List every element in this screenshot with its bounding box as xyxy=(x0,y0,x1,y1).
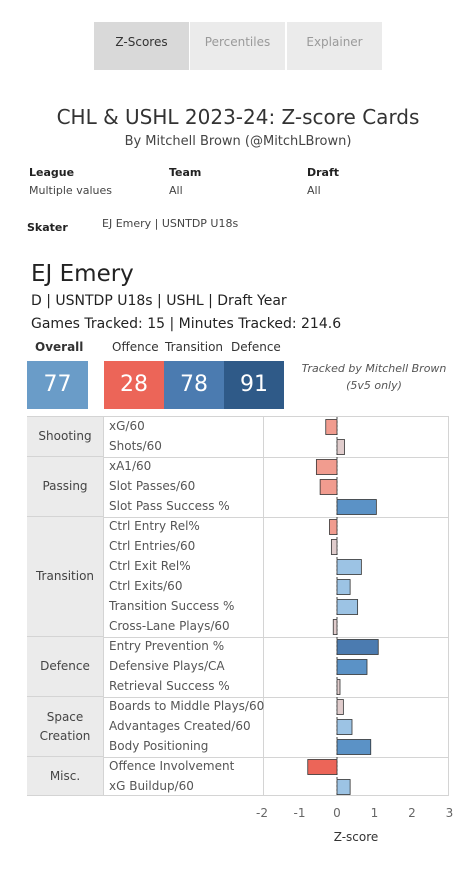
x-tick-label: -1 xyxy=(294,806,306,820)
metric-label: xG Buildup/60 xyxy=(109,779,194,793)
offence-score: 28 xyxy=(104,361,164,409)
bar xyxy=(315,459,338,475)
skater-filter-value[interactable]: EJ Emery | USNTDP U18s xyxy=(102,217,239,230)
bar xyxy=(336,779,351,795)
byline: By Mitchell Brown (@MitchLBrown) xyxy=(124,134,352,149)
bar xyxy=(330,539,338,555)
metric-label: Boards to Middle Plays/60 xyxy=(109,699,265,713)
bar xyxy=(319,479,338,495)
tracked-note: Tracked by Mitchell Brown (5v5 only) xyxy=(290,360,458,394)
category-divider xyxy=(103,416,104,796)
x-tick-label: 1 xyxy=(371,806,379,820)
draft-filter-label: Draft xyxy=(307,166,340,179)
bar xyxy=(332,619,338,635)
group-divider xyxy=(103,637,449,638)
metric-label: Shots/60 xyxy=(109,439,162,453)
group-divider xyxy=(103,457,449,458)
x-axis-title: Z-score xyxy=(333,830,379,844)
defence-score: 91 xyxy=(224,361,284,409)
metric-label: Entry Prevention % xyxy=(109,639,225,653)
overall-score: 77 xyxy=(27,361,88,409)
category-transition: Transition xyxy=(27,517,103,637)
bar xyxy=(336,679,341,695)
bar xyxy=(336,639,379,655)
league-filter-value[interactable]: Multiple values xyxy=(29,184,112,197)
transition-score: 78 xyxy=(164,361,224,409)
tab-explainer[interactable]: Explainer xyxy=(287,22,382,70)
tracked-note-line1: Tracked by Mitchell Brown xyxy=(301,362,447,375)
category-space-creation: Space Creation xyxy=(27,697,103,757)
metric-label: Retrieval Success % xyxy=(109,679,230,693)
bar xyxy=(325,419,338,435)
category-shooting: Shooting xyxy=(27,417,103,457)
x-tick-label: 0 xyxy=(333,806,341,820)
group-divider xyxy=(103,697,449,698)
metric-label: Ctrl Exits/60 xyxy=(109,579,183,593)
metric-label: Cross-Lane Plays/60 xyxy=(109,619,230,633)
metric-label: Advantages Created/60 xyxy=(109,719,251,733)
league-filter-label: League xyxy=(29,166,75,179)
category-passing: Passing xyxy=(27,457,103,517)
metric-label: xG/60 xyxy=(109,419,145,433)
bar xyxy=(336,439,345,455)
bar xyxy=(336,559,362,575)
team-filter-label: Team xyxy=(169,166,202,179)
player-tracking: Games Tracked: 15 | Minutes Tracked: 214… xyxy=(31,316,342,332)
transition-label: Transition xyxy=(165,340,224,354)
player-name: EJ Emery xyxy=(31,261,134,287)
metric-label: Body Positioning xyxy=(109,739,209,753)
metric-label: Slot Pass Success % xyxy=(109,499,230,513)
bar xyxy=(336,659,368,675)
page-title: CHL & USHL 2023-24: Z-score Cards xyxy=(56,105,420,129)
player-info: D | USNTDP U18s | USHL | Draft Year xyxy=(31,293,287,309)
metric-label: Ctrl Entry Rel% xyxy=(109,519,200,533)
bar xyxy=(336,699,344,715)
metric-label: Ctrl Entries/60 xyxy=(109,539,196,553)
tracked-note-line2: (5v5 only) xyxy=(346,379,402,392)
bar xyxy=(336,499,377,515)
x-tick-label: 2 xyxy=(408,806,416,820)
category-defence: Defence xyxy=(27,637,103,697)
metric-label: xA1/60 xyxy=(109,459,152,473)
skater-filter-label: Skater xyxy=(27,221,68,234)
x-tick-label: 3 xyxy=(446,806,454,820)
bar xyxy=(329,519,338,535)
label-divider xyxy=(263,416,264,796)
x-tick-label: -2 xyxy=(256,806,268,820)
tab-z-scores[interactable]: Z-Scores xyxy=(94,22,189,70)
overall-label: Overall xyxy=(35,340,84,354)
tab-percentiles[interactable]: Percentiles xyxy=(190,22,285,70)
metric-label: Transition Success % xyxy=(109,599,235,613)
bar xyxy=(336,739,372,755)
metric-label: Slot Passes/60 xyxy=(109,479,196,493)
group-divider xyxy=(103,757,449,758)
category-misc: Misc. xyxy=(27,757,103,795)
bar xyxy=(336,719,353,735)
team-filter-value[interactable]: All xyxy=(169,184,183,197)
metric-label: Defensive Plays/CA xyxy=(109,659,225,673)
bar xyxy=(336,599,359,615)
group-divider xyxy=(103,517,449,518)
metric-label: Offence Involvement xyxy=(109,759,235,773)
bar xyxy=(307,759,338,775)
draft-filter-value[interactable]: All xyxy=(307,184,321,197)
defence-label: Defence xyxy=(231,340,281,354)
bar xyxy=(336,579,351,595)
metric-label: Ctrl Exit Rel% xyxy=(109,559,191,573)
offence-label: Offence xyxy=(112,340,159,354)
